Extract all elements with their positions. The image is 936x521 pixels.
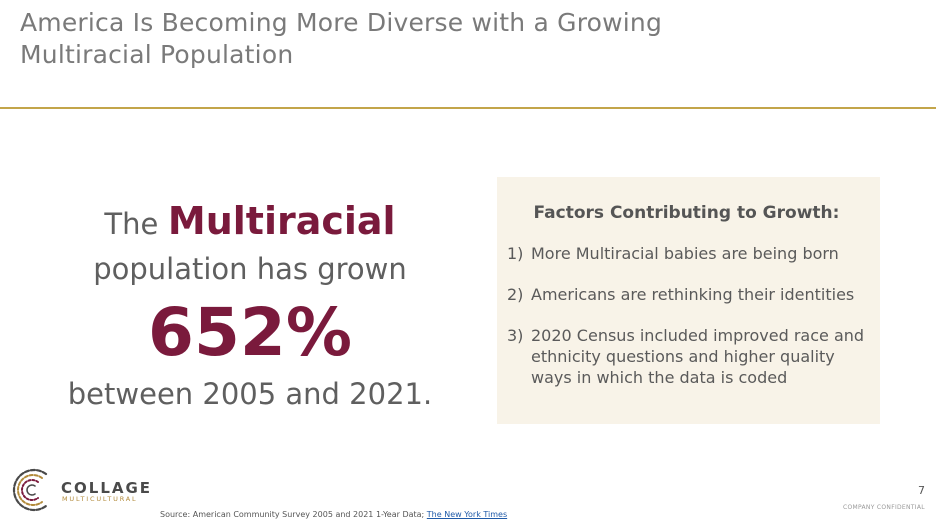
logo-tagline: MULTICULTURAL: [62, 495, 138, 503]
list-item-number: 1): [507, 244, 524, 263]
stat-lead: The: [104, 207, 159, 241]
list-item-text: More Multiracial babies are being born: [531, 244, 839, 263]
title-divider: [0, 107, 936, 109]
stat-period: between 2005 and 2021.: [67, 377, 433, 411]
factors-panel: Factors Contributing to Growth: 1) More …: [497, 177, 880, 424]
list-item-number: 3): [507, 326, 524, 345]
list-item-number: 2): [507, 285, 524, 304]
stat-headline: The Multiracial: [40, 196, 460, 250]
confidential-notice: COMPANY CONFIDENTIAL: [843, 504, 925, 511]
source-link[interactable]: The New York Times: [426, 510, 508, 519]
list-item-text: Americans are rethinking their identitie…: [531, 285, 855, 304]
collage-logo: COLLAGE MULTICULTURAL: [6, 462, 150, 518]
factors-heading: Factors Contributing to Growth:: [533, 203, 840, 223]
stat-subline: population has grown: [93, 252, 407, 286]
stat-figure: 652%: [148, 294, 352, 371]
page-number: 7: [918, 484, 925, 497]
source-note: Source: American Community Survey 2005 a…: [160, 510, 507, 519]
list-item: 3) 2020 Census included improved race an…: [507, 325, 866, 388]
growth-stat: The Multiracial population has grown 652…: [40, 196, 460, 414]
factors-list: 1) More Multiracial babies are being bor…: [507, 243, 866, 388]
list-item: 2) Americans are rethinking their identi…: [507, 284, 866, 305]
slide-title: America Is Becoming More Diverse with a …: [20, 7, 780, 71]
list-item: 1) More Multiracial babies are being bor…: [507, 243, 866, 264]
stat-emphasis: Multiracial: [167, 199, 396, 243]
slide-title-line-1: America Is Becoming More Diverse with a …: [20, 8, 663, 37]
logo-mark-icon: [12, 468, 48, 512]
logo-wordmark: COLLAGE: [61, 479, 153, 497]
slide-title-line-2: Multiracial Population: [20, 40, 294, 69]
source-text: Source: American Community Survey 2005 a…: [160, 510, 425, 519]
list-item-text: 2020 Census included improved race and e…: [531, 326, 865, 387]
